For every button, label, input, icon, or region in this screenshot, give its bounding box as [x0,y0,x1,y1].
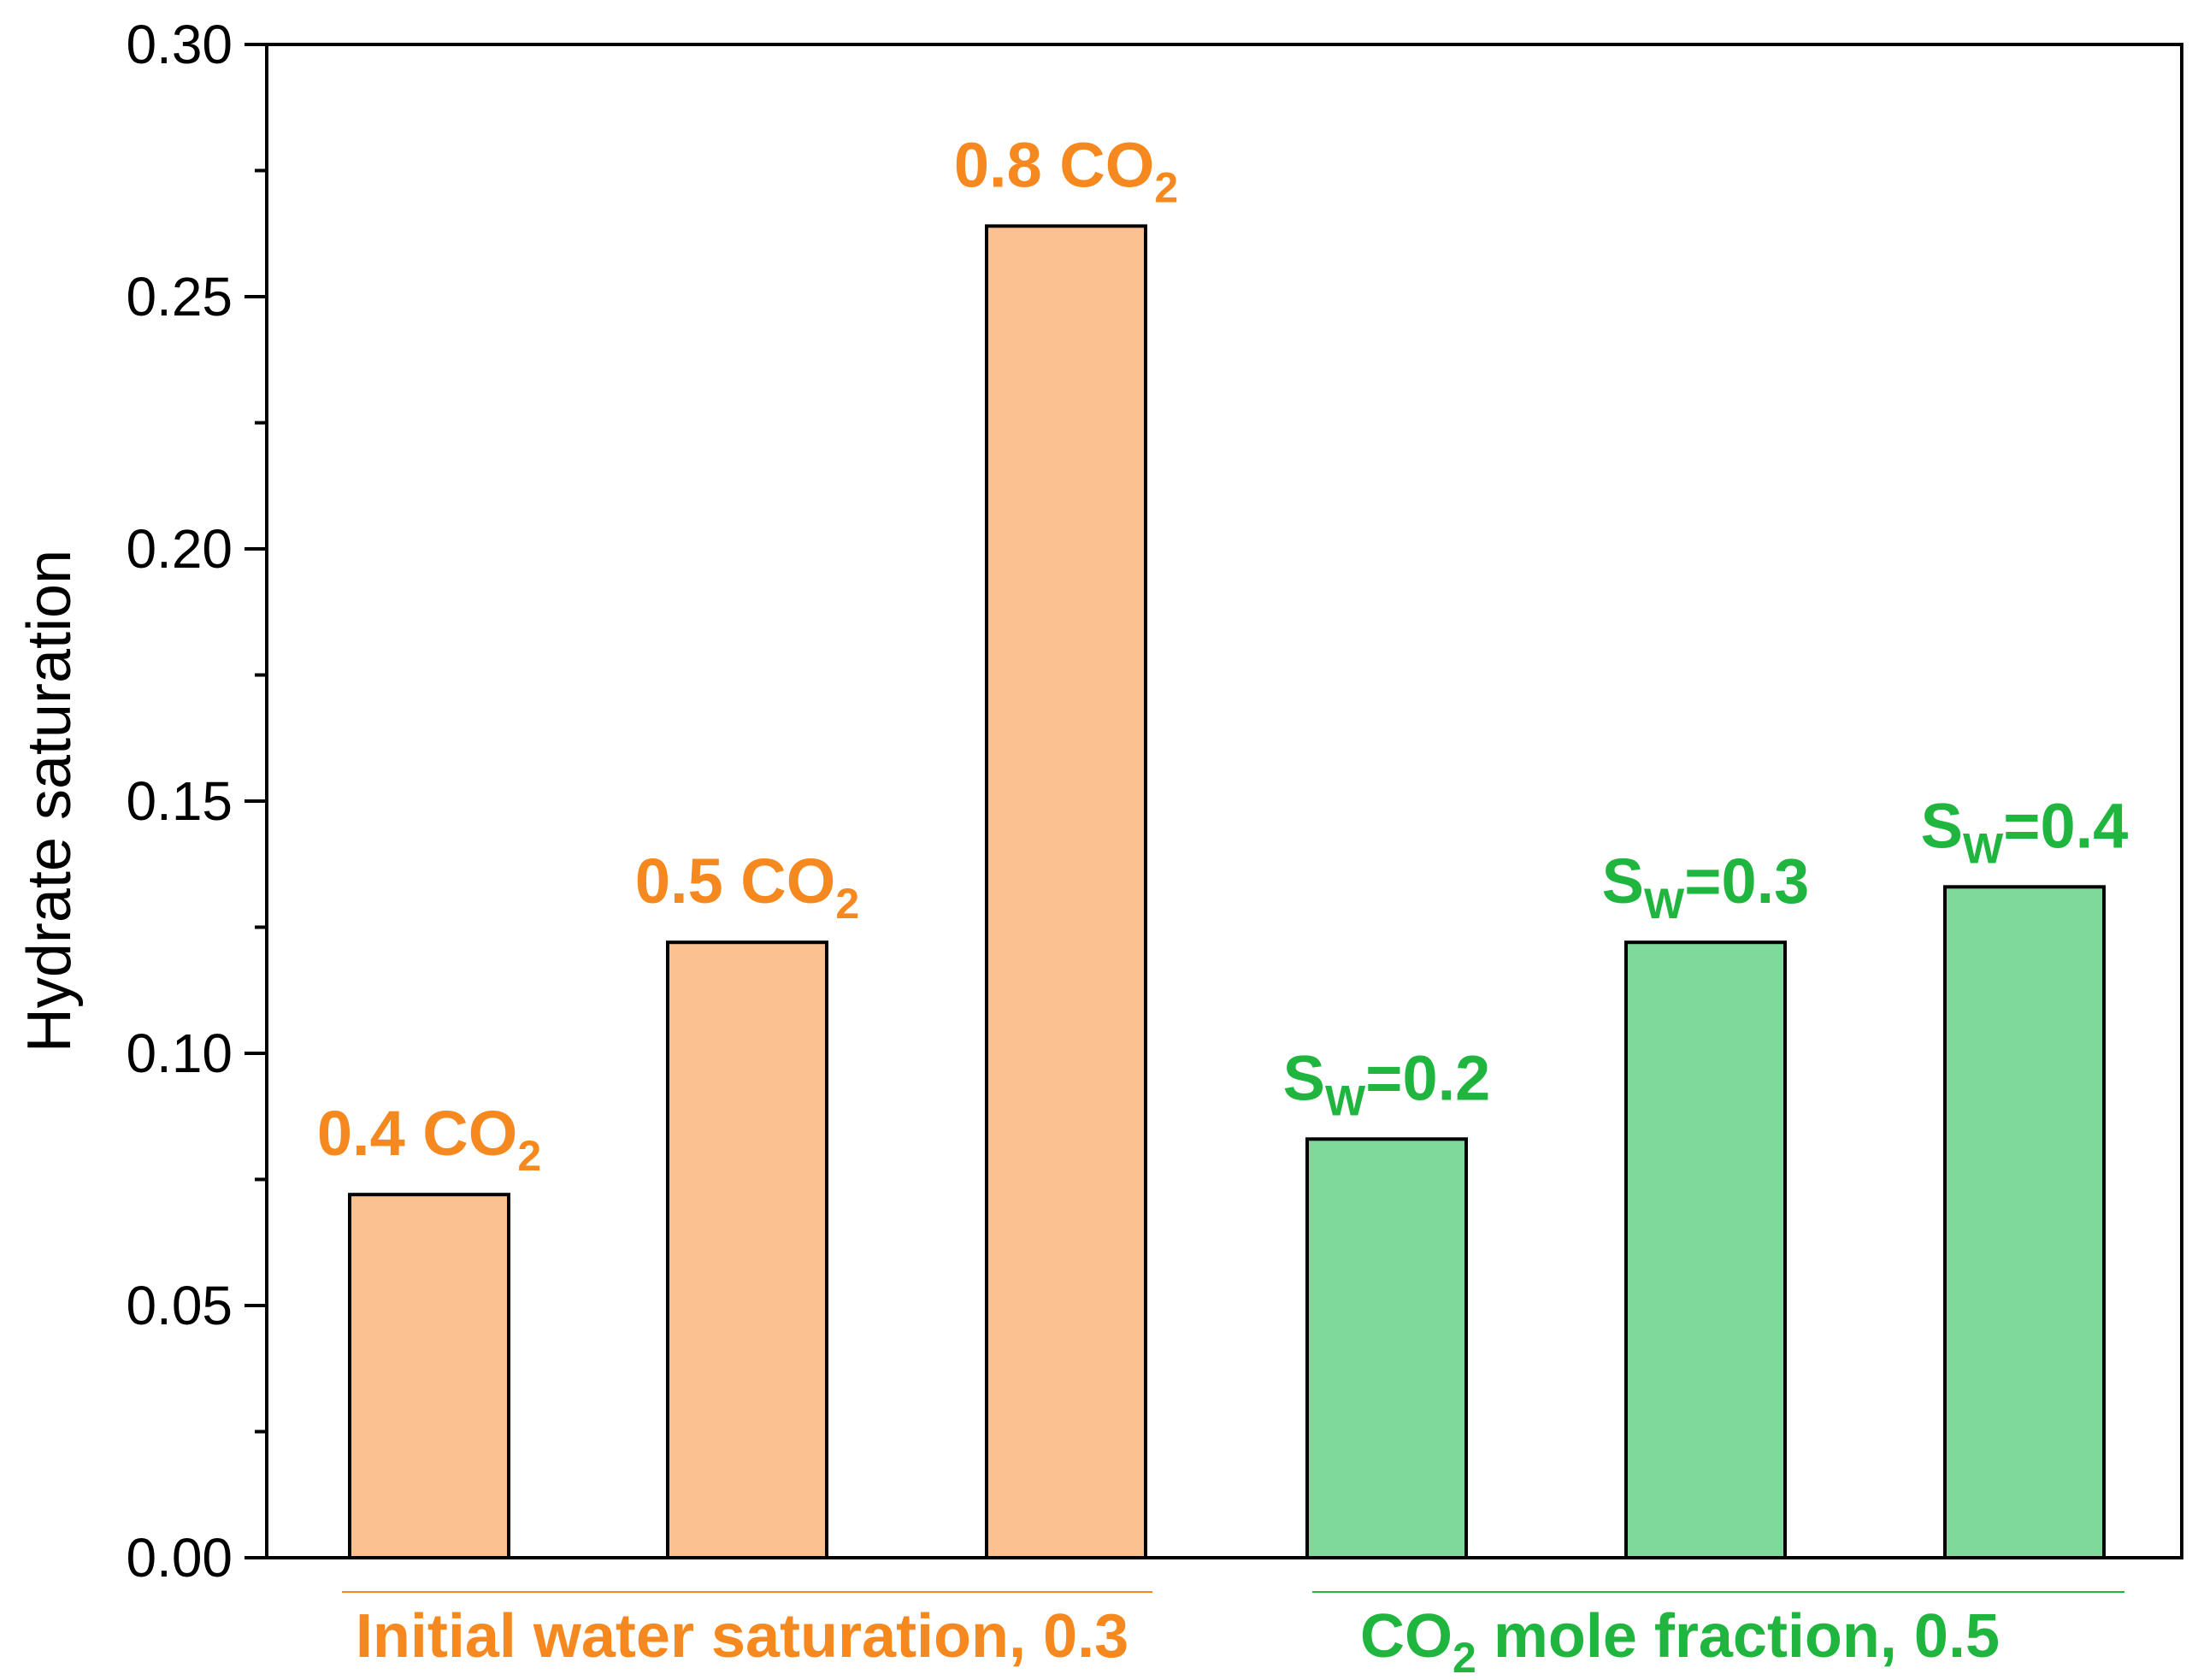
y-tick-label: 0.30 [126,14,233,75]
group-label: CO2 mole fraction, 0.5 [1360,1602,2000,1680]
bar-data-label: SW=0.4 [1921,790,2129,872]
y-axis-title: Hydrate saturation [15,550,84,1052]
bar [666,940,828,1559]
bar [1943,885,2106,1560]
bar-data-label: SW=0.2 [1283,1042,1491,1124]
bar-data-label: SW=0.3 [1602,846,1810,928]
y-tick-label: 0.25 [126,266,233,327]
y-tick-label: 0.20 [126,518,233,580]
bar-data-label: 0.5 CO2 [635,846,859,928]
bar [985,224,1147,1559]
bar-data-label: 0.8 CO2 [954,129,1178,211]
bar-data-label: 0.4 CO2 [317,1098,541,1180]
y-tick-label: 0.15 [126,770,233,832]
group-label: Initial water saturation, 0.3 [356,1602,1128,1671]
bar [1624,940,1787,1559]
bar [1305,1137,1468,1560]
y-tick-label: 0.05 [126,1275,233,1336]
y-tick-label: 0.00 [126,1527,233,1589]
bar [348,1193,510,1559]
bars-layer [348,224,2106,1560]
plot-frame [265,43,2183,1559]
y-axis: 0.00 0.05 0.10 0.15 0.20 0.25 0.30 [126,14,267,1589]
group-labels: Initial water saturation, 0.3 CO2 mole fr… [342,1591,2124,1680]
bar-labels: 0.4 CO2 0.5 CO2 0.8 CO2 SW=0.2 SW=0.3 SW=0.4 [317,129,2128,1180]
y-tick-label: 0.10 [126,1023,233,1084]
